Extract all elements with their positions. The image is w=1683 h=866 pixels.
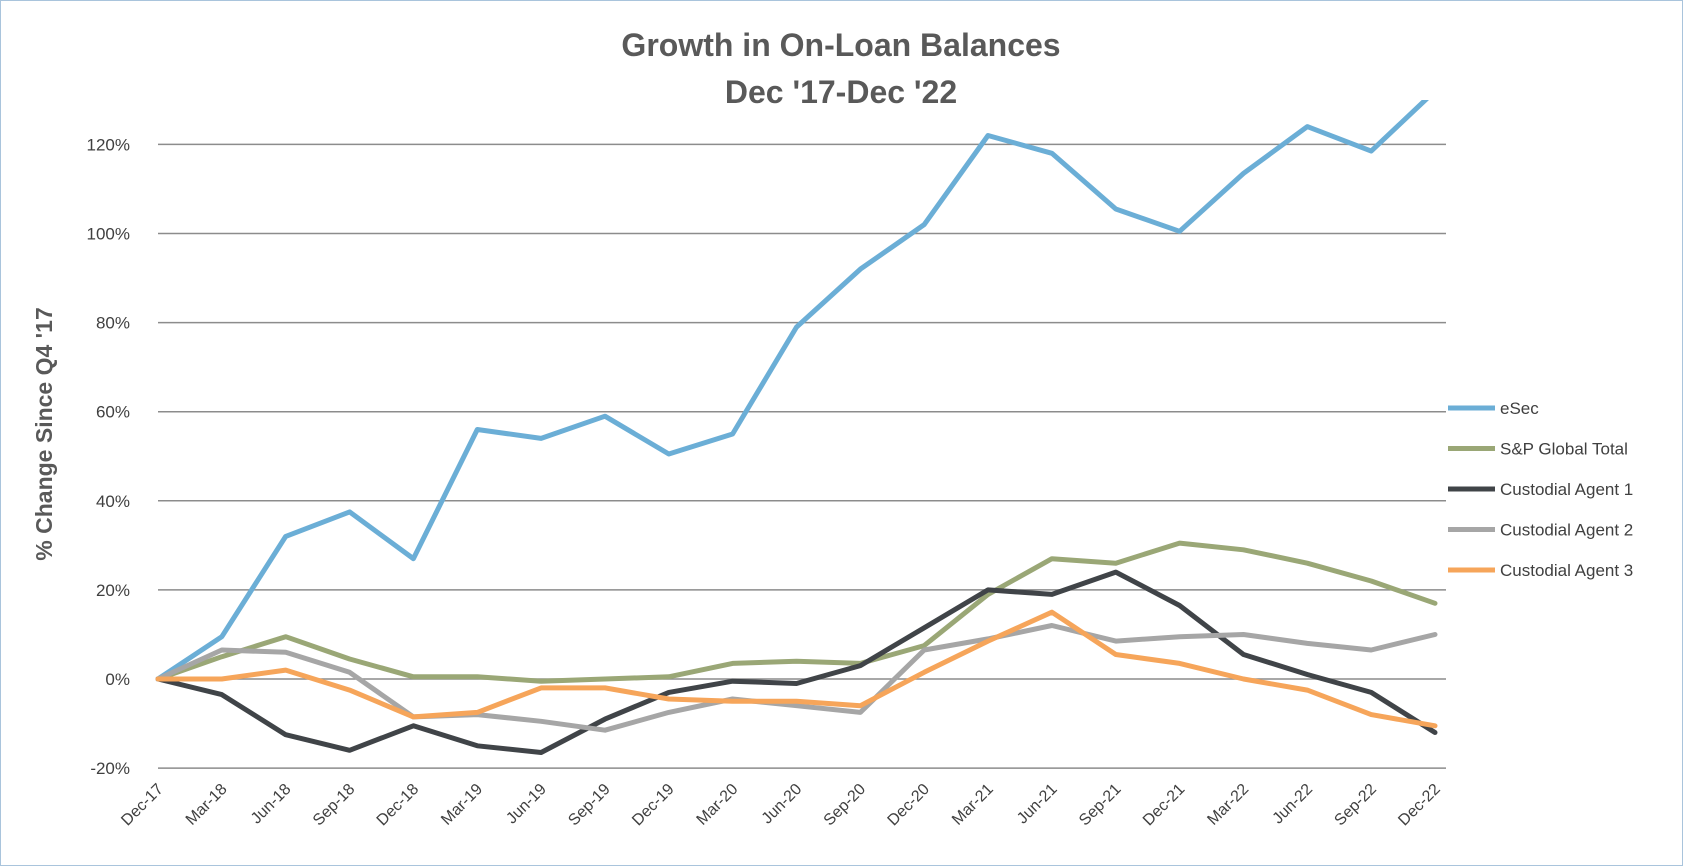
- series-line-custodial-agent-3: [155, 609, 1438, 729]
- y-tick-label: -20%: [90, 759, 130, 778]
- legend-label: Custodial Agent 3: [1500, 561, 1633, 580]
- y-tick-label: 40%: [96, 492, 130, 511]
- x-tick-labels: Dec-17 Mar-18 Jun-18 Sep-18 Dec-18 Mar-19 Jun-…: [118, 781, 1444, 830]
- x-tick-label: Sep-21: [1076, 781, 1125, 830]
- chart-title-line-2: Dec '17-Dec '22: [725, 74, 957, 110]
- x-tick-label: Dec-18: [374, 781, 423, 830]
- series-lines: [155, 100, 1438, 755]
- y-tick-label: 20%: [96, 581, 130, 600]
- x-tick-label: Mar-22: [1204, 781, 1252, 829]
- y-axis-label: % Change Since Q4 '17: [31, 307, 57, 560]
- x-tick-label: Mar-18: [183, 781, 231, 829]
- x-tick-label: Sep-22: [1331, 781, 1380, 830]
- x-tick-label: Jun-22: [1270, 781, 1317, 828]
- x-tick-label: Dec-20: [885, 781, 934, 830]
- y-tick-label: 80%: [96, 314, 130, 333]
- x-tick-label: Dec-22: [1395, 781, 1444, 830]
- series-line-s-p-global-total: [155, 540, 1438, 684]
- legend-label: Custodial Agent 2: [1500, 521, 1633, 540]
- y-tick-label: 120%: [87, 135, 130, 154]
- x-tick-label: Mar-19: [438, 781, 486, 829]
- x-tick-label: Dec-21: [1140, 781, 1189, 830]
- x-tick-label: Sep-20: [821, 781, 870, 830]
- chart-title-line-1: Growth in On-Loan Balances: [621, 27, 1060, 63]
- legend: eSec S&P Global Total Custodial Agent 1 Cus…: [1448, 399, 1633, 580]
- x-tick-label: Sep-18: [310, 781, 359, 830]
- y-tick-label: 100%: [87, 225, 130, 244]
- legend-label: S&P Global Total: [1500, 440, 1628, 459]
- legend-label: Custodial Agent 1: [1500, 480, 1633, 499]
- series-line-custodial-agent-2: [155, 623, 1438, 733]
- series-line-custodial-agent-1: [155, 569, 1438, 755]
- legend-label: eSec: [1500, 399, 1539, 418]
- x-tick-label: Mar-21: [949, 781, 997, 829]
- x-tick-label: Jun-18: [248, 781, 295, 828]
- x-tick-label: Dec-17: [118, 781, 167, 830]
- x-tick-label: Sep-19: [565, 781, 614, 830]
- x-tick-label: Jun-19: [503, 781, 550, 828]
- x-tick-label: Dec-19: [629, 781, 678, 830]
- y-tick-labels: -20% 0% 20% 40% 60% 80% 100% 120%: [87, 135, 130, 778]
- x-tick-label: Jun-21: [1014, 781, 1061, 828]
- x-tick-label: Jun-20: [759, 781, 806, 828]
- series-line-esec: [155, 100, 1429, 682]
- y-tick-label: 60%: [96, 403, 130, 422]
- x-tick-label: Mar-20: [694, 781, 742, 829]
- y-tick-label: 0%: [105, 670, 130, 689]
